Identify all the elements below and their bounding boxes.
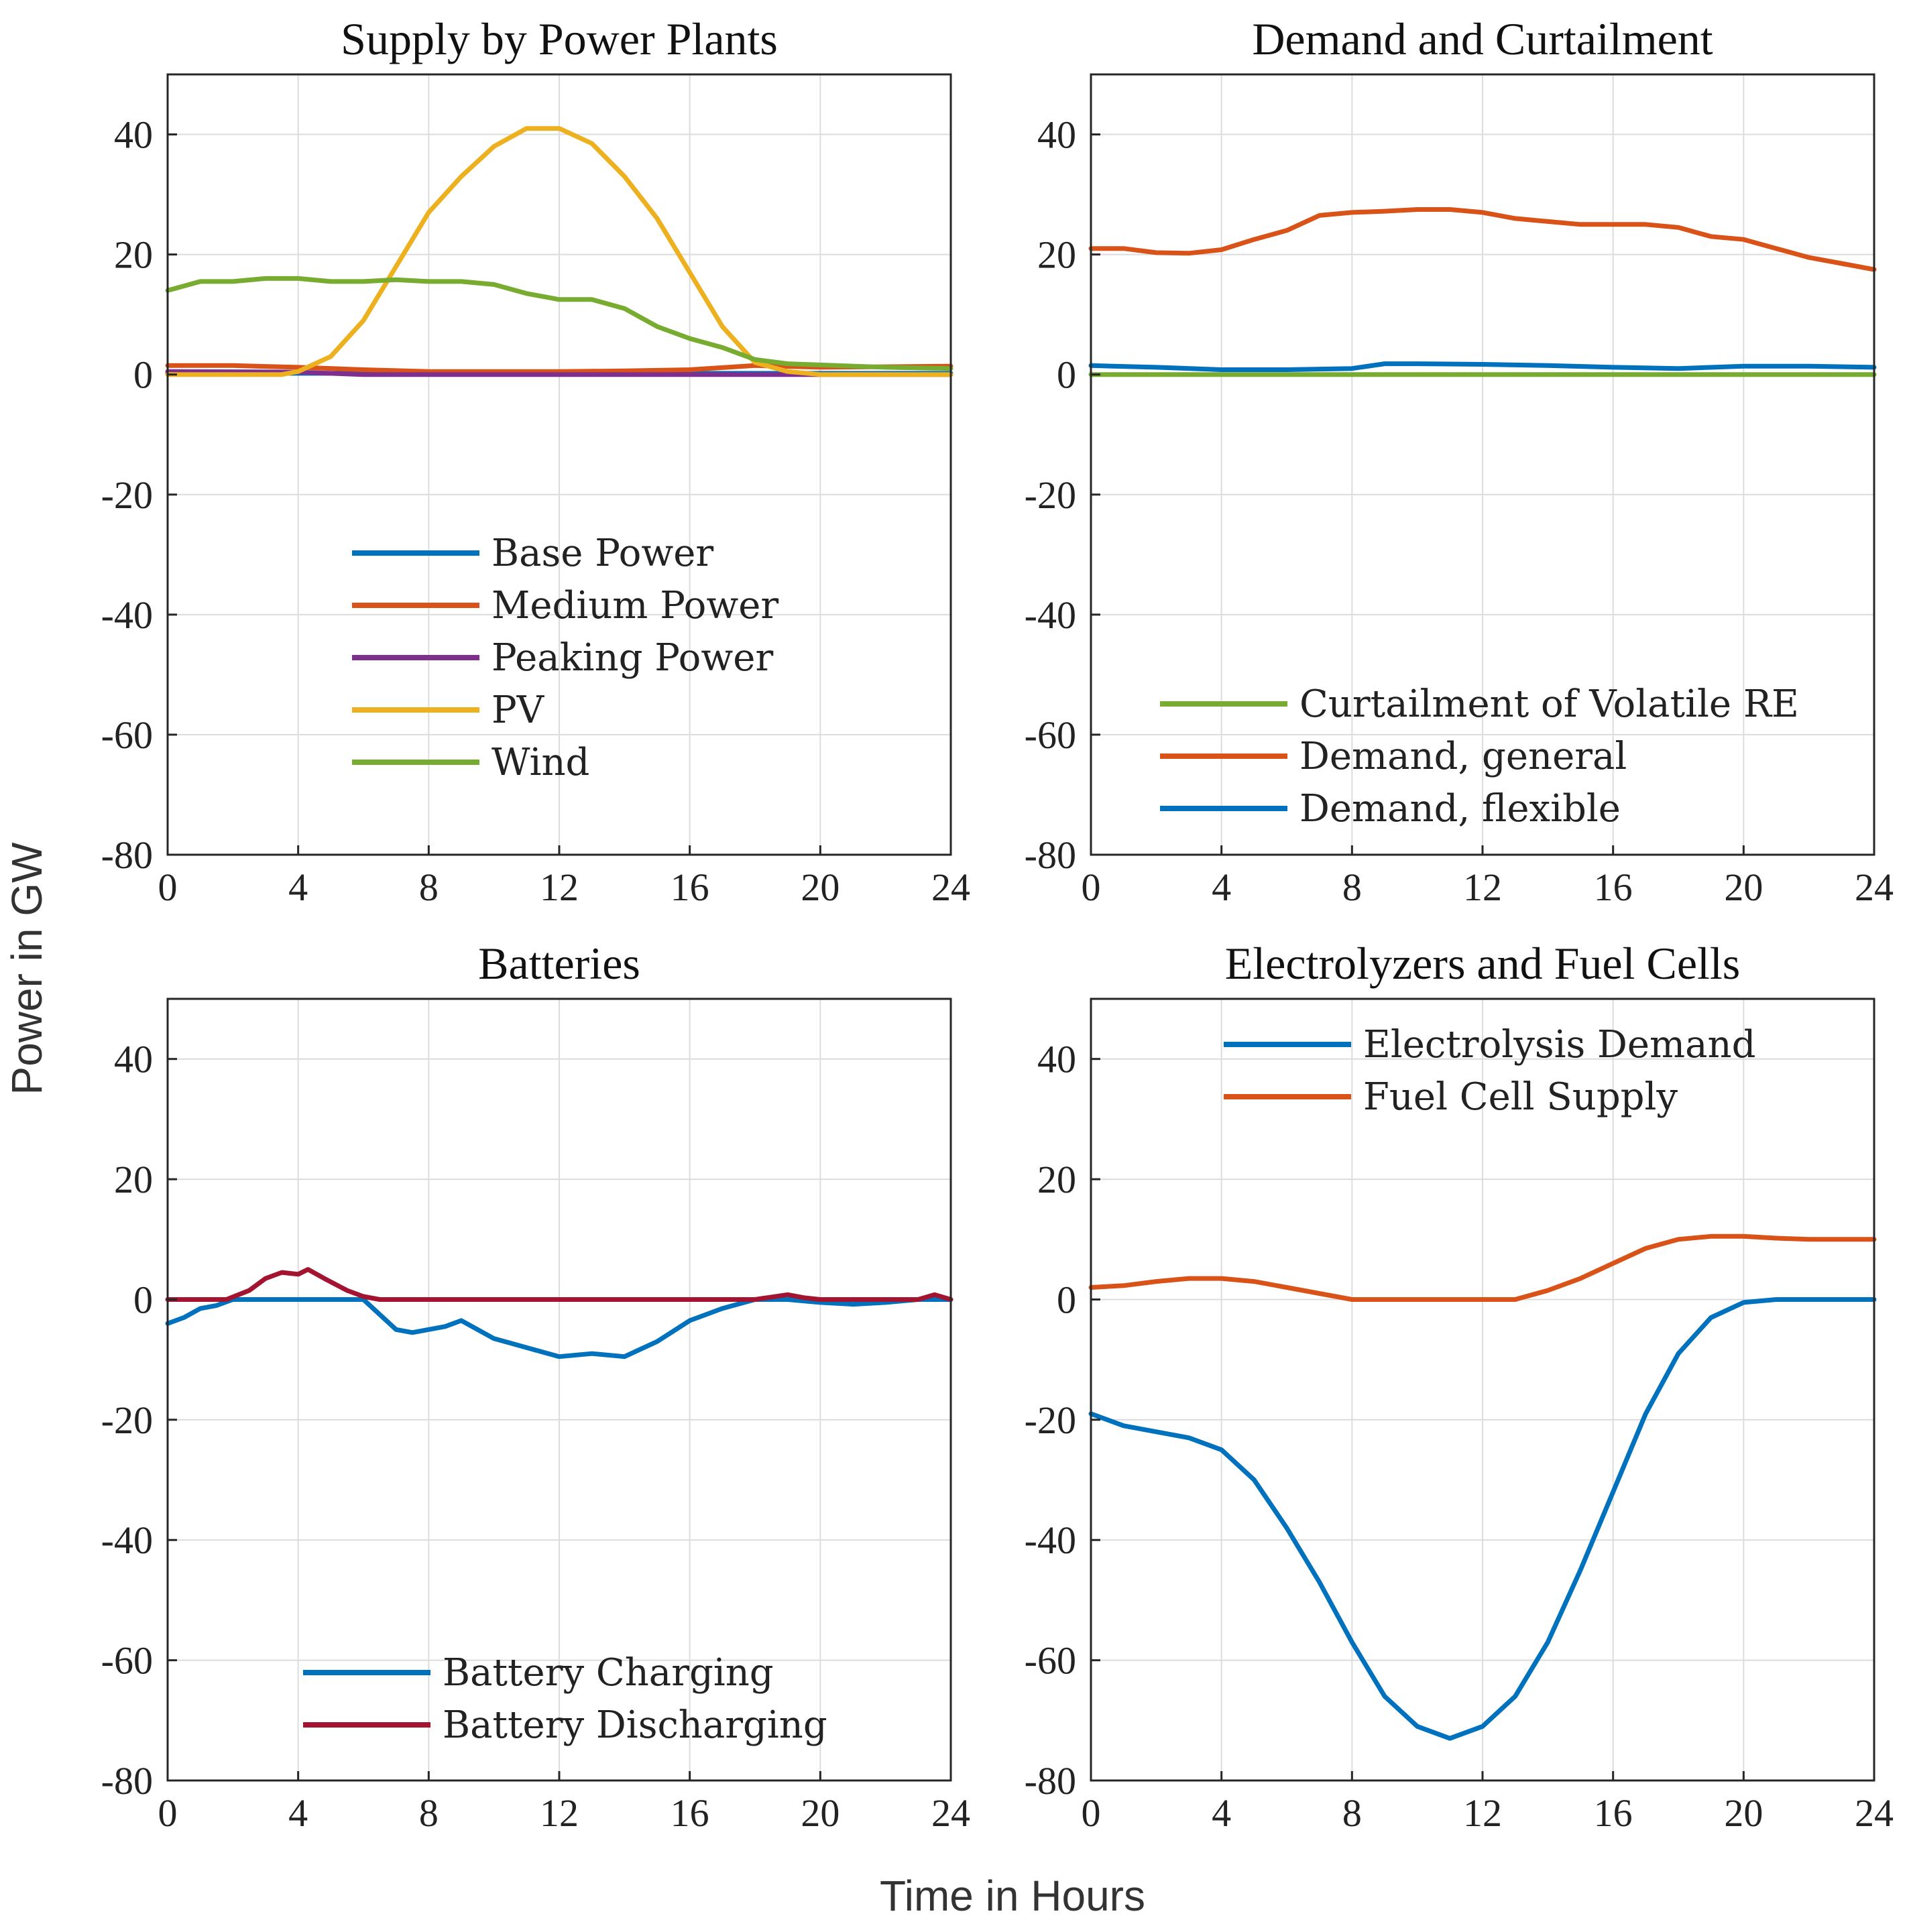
y-tick-label: -80 (1025, 1759, 1076, 1803)
panel-supply-by-power-plants: 0 4 8 12 16 20 24 -80 -60 -40 -20 0 20 40 Supply by Po… (101, 13, 970, 909)
legend-label-base-power: Base Power (491, 532, 713, 575)
y-tick-label: 40 (114, 113, 153, 157)
legend-label-battery-charging: Battery Charging (443, 1651, 774, 1695)
legend-label-demand-general: Demand, general (1299, 735, 1627, 778)
series-line-wind (165, 276, 953, 371)
y-tick-label: -80 (1025, 833, 1076, 877)
x-tick-label: 0 (158, 1791, 178, 1835)
legend-label-pv: PV (491, 688, 545, 732)
x-tick-label: 12 (540, 1791, 579, 1835)
figure-ylabel: Power in GW (3, 842, 51, 1095)
y-tick-label: -40 (101, 593, 153, 637)
x-tick-label: 0 (158, 865, 178, 909)
legend: Base Power Medium Power Peaking Power PV Win… (352, 532, 778, 784)
y-tick-label: -80 (101, 1759, 153, 1803)
x-tick-label: 4 (288, 1791, 308, 1835)
x-tick-label: 12 (1463, 865, 1502, 909)
x-tick-label: 20 (1724, 865, 1763, 909)
y-tick-label: -20 (1025, 1398, 1076, 1442)
y-tick-label: -80 (101, 833, 153, 877)
x-tick-label: 16 (1594, 1791, 1633, 1835)
y-tick-label: 20 (1037, 1158, 1076, 1201)
legend-label-medium-power: Medium Power (491, 584, 778, 627)
panel-title: Batteries (478, 938, 640, 989)
y-tick-label: -60 (101, 713, 153, 757)
x-tick-label: 16 (1594, 865, 1633, 909)
legend: Curtailment of Volatile RE Demand, genera… (1160, 682, 1799, 831)
x-tick-label: 20 (801, 1791, 840, 1835)
y-tick-label: -40 (101, 1518, 153, 1562)
x-tick-label: 8 (1342, 1791, 1362, 1835)
y-tick-label: 40 (1037, 113, 1076, 157)
x-tick-label: 24 (1855, 865, 1894, 909)
x-tick-label: 24 (1855, 1791, 1894, 1835)
legend-label-demand-flexible: Demand, flexible (1299, 787, 1621, 831)
legend: Electrolysis Demand Fuel Cell Supply (1224, 1023, 1755, 1119)
series-line-demand-general (1088, 207, 1877, 272)
legend-label-curtailment-of-volatile-re: Curtailment of Volatile RE (1299, 682, 1799, 726)
x-tick-label: 4 (1212, 865, 1231, 909)
panel-demand-and-curtailment: 0 4 8 12 16 20 24 -80 -60 -40 -20 0 20 40 Demand and C… (1025, 13, 1894, 909)
y-tick-label: 0 (133, 353, 153, 397)
x-tick-label: 4 (1212, 1791, 1231, 1835)
x-tick-label: 8 (1342, 865, 1362, 909)
y-tick-label: -20 (101, 473, 153, 517)
x-tick-label: 24 (931, 1791, 970, 1835)
panel-title: Demand and Curtailment (1252, 13, 1713, 64)
series-line-demand-flexible (1088, 361, 1877, 372)
y-tick-label: 20 (114, 233, 153, 277)
x-tick-label: 20 (801, 865, 840, 909)
y-tick-label: 20 (1037, 233, 1076, 277)
legend-label-peaking-power: Peaking Power (491, 636, 773, 680)
y-tick-label: 40 (114, 1038, 153, 1081)
legend: Battery Charging Battery Discharging (303, 1651, 827, 1747)
x-tick-label: 12 (540, 865, 579, 909)
x-tick-label: 24 (931, 865, 970, 909)
x-tick-label: 8 (419, 865, 439, 909)
panel-electrolyzers-and-fuel-cells: 0 4 8 12 16 20 24 -80 -60 -40 -20 0 20 40 Electrolyzer… (1025, 938, 1894, 1835)
figure-xlabel: Time in Hours (880, 1872, 1145, 1920)
x-tick-label: 20 (1724, 1791, 1763, 1835)
x-tick-label: 16 (671, 1791, 709, 1835)
x-tick-label: 8 (419, 1791, 439, 1835)
x-tick-label: 16 (671, 865, 709, 909)
legend-label-wind: Wind (491, 741, 589, 784)
y-tick-label: 0 (133, 1278, 153, 1321)
y-tick-label: -40 (1025, 593, 1076, 637)
x-tick-label: 0 (1082, 1791, 1101, 1835)
series-line-fuel-cell-supply (1088, 1233, 1877, 1302)
x-tick-label: 4 (288, 865, 308, 909)
panel-title: Electrolyzers and Fuel Cells (1225, 938, 1741, 989)
x-tick-label: 0 (1082, 865, 1101, 909)
y-tick-label: 20 (114, 1158, 153, 1201)
series-line-electrolysis-demand (1088, 1297, 1877, 1741)
legend-label-battery-discharging: Battery Discharging (443, 1703, 827, 1747)
y-tick-label: -60 (101, 1639, 153, 1683)
y-tick-label: -20 (1025, 473, 1076, 517)
series-line-battery-charging (165, 1297, 953, 1360)
x-tick-label: 12 (1463, 1791, 1502, 1835)
legend-label-fuel-cell-supply: Fuel Cell Supply (1363, 1075, 1678, 1119)
y-tick-label: 0 (1057, 1278, 1076, 1321)
legend-label-electrolysis-demand: Electrolysis Demand (1363, 1023, 1755, 1067)
y-tick-label: -20 (101, 1398, 153, 1442)
y-tick-label: -60 (1025, 1639, 1076, 1683)
y-tick-label: -40 (1025, 1518, 1076, 1562)
y-tick-label: -60 (1025, 713, 1076, 757)
panel-title: Supply by Power Plants (341, 13, 778, 64)
panel-batteries: 0 4 8 12 16 20 24 -80 -60 -40 -20 0 20 40 Batteries Bat… (101, 938, 970, 1835)
y-tick-label: 0 (1057, 353, 1076, 397)
y-tick-label: 40 (1037, 1038, 1076, 1081)
series-line-battery-discharging (165, 1267, 953, 1302)
